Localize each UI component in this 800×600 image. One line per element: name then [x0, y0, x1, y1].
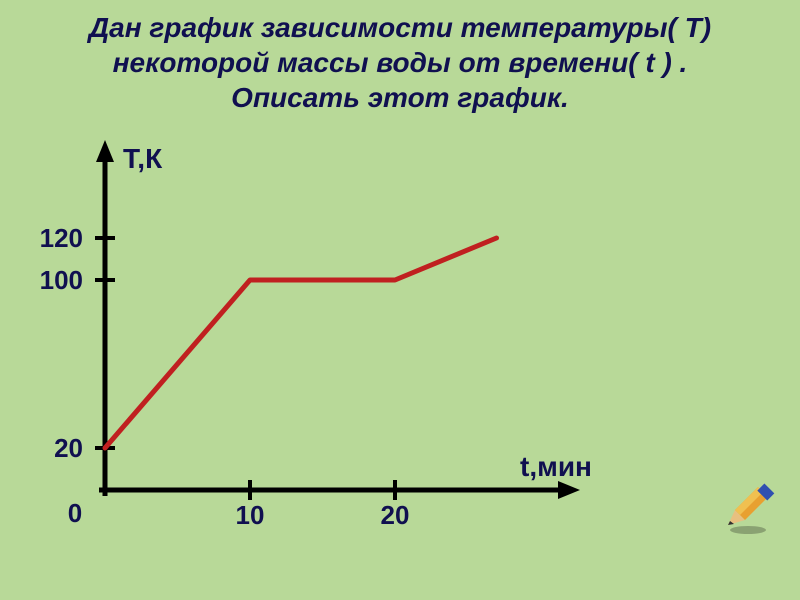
- axis-labels: Т,К t,мин 0 20 100 120 10 20: [40, 143, 592, 530]
- axes: [96, 140, 580, 499]
- svg-text:120: 120: [40, 223, 83, 253]
- svg-text:t,мин: t,мин: [520, 451, 592, 482]
- svg-text:20: 20: [381, 500, 410, 530]
- data-line: [105, 238, 497, 448]
- pencil-icon: [720, 480, 775, 535]
- axis-ticks: [95, 238, 395, 500]
- chart-title: Дан график зависимости температуры( Т) н…: [0, 0, 800, 120]
- svg-text:0: 0: [68, 498, 82, 528]
- svg-text:20: 20: [54, 433, 83, 463]
- chart-container: Т,К t,мин 0 20 100 120 10 20: [0, 120, 800, 550]
- svg-text:Т,К: Т,К: [123, 143, 163, 174]
- chart-svg: Т,К t,мин 0 20 100 120 10 20: [0, 120, 800, 550]
- svg-text:100: 100: [40, 265, 83, 295]
- svg-text:10: 10: [236, 500, 265, 530]
